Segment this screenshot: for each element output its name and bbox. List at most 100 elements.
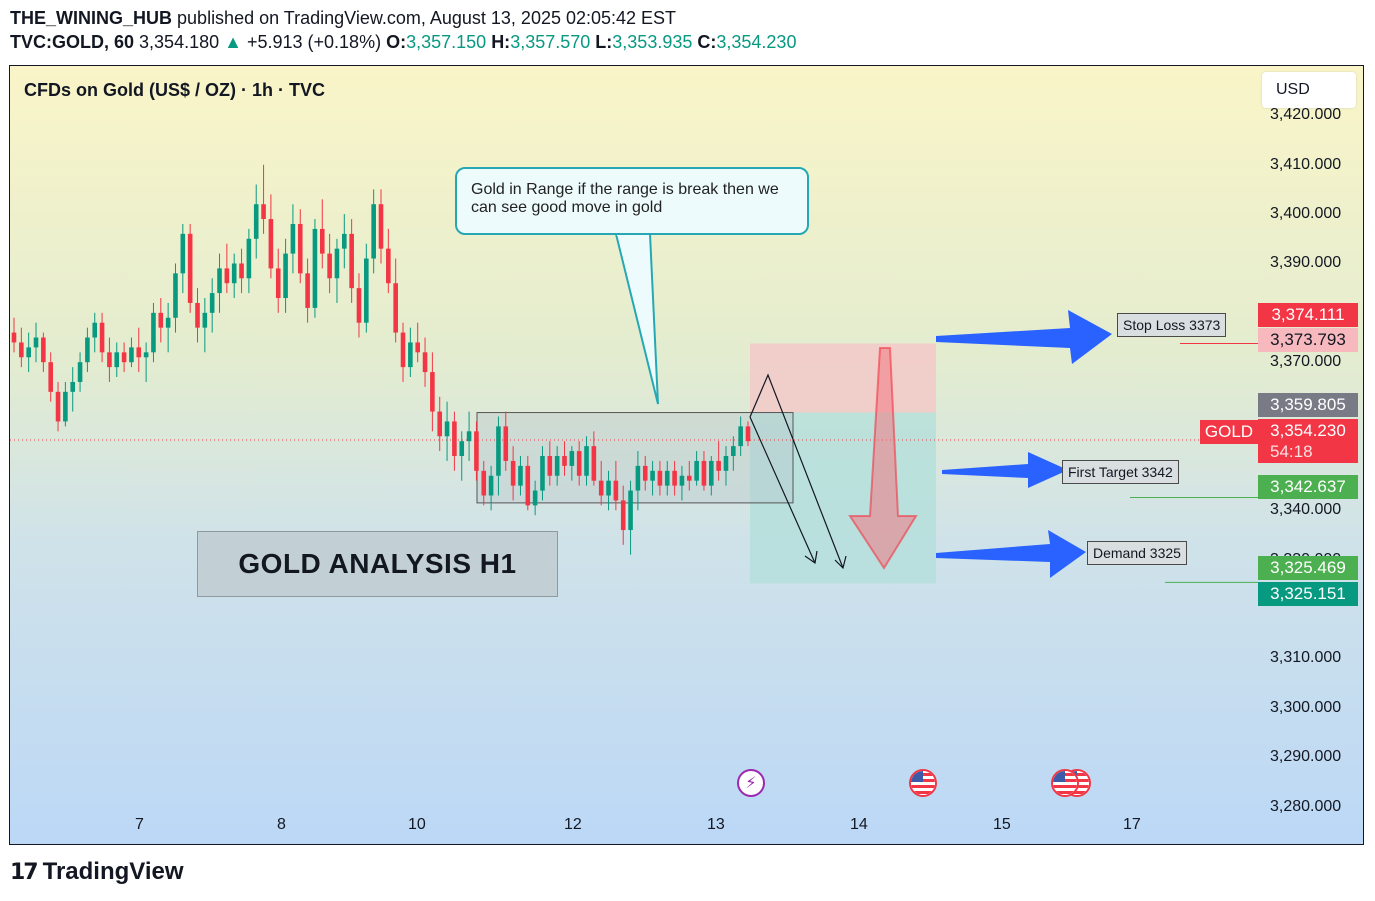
candle [275,248,281,313]
candle [408,327,413,378]
candle-body [334,248,340,279]
candle-body [305,273,310,308]
chart-frame[interactable]: CFDs on Gold (US$ / OZ) · 1h · TVC USD G… [9,65,1364,845]
candle [613,460,619,511]
price-tag: 3,354.230 [1258,419,1358,443]
published-text: published on TradingView.com, August 13,… [177,8,677,28]
candle [92,312,98,353]
price-tick-label: 3,310.000 [1270,649,1342,667]
trade-zones [10,343,1200,584]
candle [121,342,127,373]
close-label: C: [697,32,717,52]
us-flag-icon[interactable] [1051,769,1079,797]
candle [694,451,699,486]
publisher-line: THE_WINING_HUB published on TradingView.… [10,6,1365,30]
candle [55,381,61,432]
candle-body [77,362,83,382]
candle [253,184,259,259]
candle [41,332,46,373]
candle-body [576,451,582,476]
candle-body [466,431,472,442]
projection-path-2 [749,416,816,564]
candle [437,396,443,452]
candle [738,416,743,456]
candle-body [283,253,288,299]
candle-body [290,223,296,254]
callout-note[interactable]: Gold in Range if the range is break then… [455,167,809,235]
candle-body [400,332,406,368]
candle [173,263,178,333]
candle [297,209,303,284]
candle-body [85,337,90,363]
price-tick-label: 3,410.000 [1270,155,1342,173]
candle [327,233,332,294]
publisher-name[interactable]: THE_WINING_HUB [10,8,173,28]
lightning-icon[interactable]: ⚡ [737,769,765,797]
candle [180,223,186,294]
candle [261,164,266,234]
currency-selector[interactable]: USD [1262,72,1356,108]
candle-body [187,233,193,303]
candle [701,451,707,491]
analysis-title-box[interactable]: GOLD ANALYSIS H1 [197,531,558,597]
candle-body [246,238,252,279]
candle-body [209,293,215,313]
price-tick-label: 3,420.000 [1270,106,1342,124]
candle-body [165,317,171,328]
first-target-label[interactable]: First Target 3342 [1062,460,1179,484]
candle [349,219,354,303]
candle [459,431,465,481]
candle [334,238,340,303]
candle-body [613,480,619,501]
candle-body [650,470,655,481]
candle-body [99,322,105,353]
candle [444,401,450,461]
candle-body [664,470,670,486]
candle-body [327,253,332,279]
candle [628,480,633,555]
candle [202,298,208,353]
footer-brand[interactable]: 𝟭𝟳 TradingView [10,858,184,886]
candle [158,298,164,343]
candle-body [378,204,384,249]
stop-loss-label[interactable]: Stop Loss 3373 [1117,313,1227,337]
candle-body [532,490,538,506]
candle [745,421,751,447]
candle-body [26,347,31,358]
candle [107,337,112,382]
candle-body [173,273,178,318]
candle-body [11,332,17,343]
candle-body [444,421,450,437]
candle [33,322,39,363]
candle-body [217,268,222,294]
candle [195,288,200,343]
price-tag: 3,373.793 [1258,328,1358,352]
candle-body [92,322,98,338]
candle [606,470,611,511]
candle [11,317,17,353]
demand-label[interactable]: Demand 3325 [1087,541,1187,565]
candle [151,302,156,363]
candle-body [275,268,281,299]
candle [510,446,516,501]
us-flag-icon[interactable] [909,769,937,797]
candle-body [107,352,112,368]
candle-body [143,352,149,358]
open-label: O: [386,32,407,52]
bar-countdown: 54:18 [1258,443,1358,463]
candle-body [121,352,127,363]
candle [584,436,589,486]
candle-body [686,475,692,481]
chart-title: CFDs on Gold (US$ / OZ) · 1h · TVC [24,80,325,100]
price-tick-label: 3,370.000 [1270,353,1342,371]
candle [70,367,76,412]
candle-body [158,312,164,328]
candle-body [716,460,721,471]
chart-canvas[interactable] [10,66,1364,845]
candle [430,352,435,432]
candle-body [371,204,376,259]
candle [26,332,31,373]
candle-body [628,490,633,531]
time-tick-label: 7 [135,816,144,833]
candle [518,456,523,496]
